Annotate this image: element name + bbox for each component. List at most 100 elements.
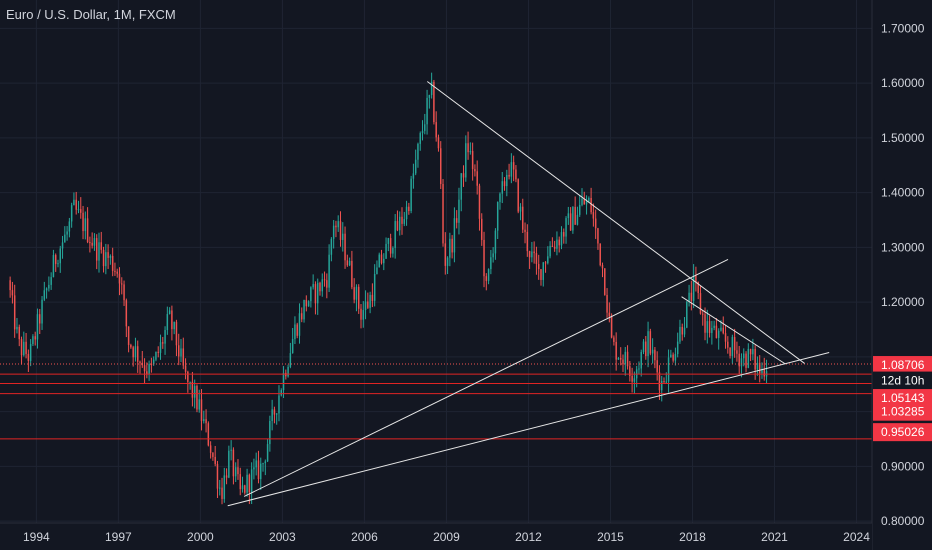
- candle-body: [535, 253, 538, 265]
- y-tick-label: 0.90000: [881, 459, 925, 473]
- candle-body: [9, 280, 11, 291]
- candle-body: [109, 255, 112, 258]
- candle-body: [711, 327, 713, 333]
- candle-body: [419, 133, 421, 144]
- candle-body: [451, 238, 453, 253]
- candle-body: [524, 229, 526, 232]
- candle-body: [458, 199, 460, 223]
- candle-body: [410, 178, 412, 212]
- candle-body: [118, 273, 121, 284]
- candle-body: [508, 174, 510, 177]
- candle-body: [738, 353, 740, 367]
- y-tick-label: 1.30000: [881, 240, 925, 254]
- candle-body: [604, 268, 606, 295]
- candle-body: [232, 449, 235, 477]
- candle-body: [619, 357, 622, 360]
- candle-body: [105, 252, 107, 267]
- candle-body: [686, 301, 688, 328]
- candle-body: [316, 282, 319, 304]
- candle-body: [515, 169, 517, 180]
- candle-body: [740, 358, 743, 367]
- x-tick-label: 2012: [515, 530, 542, 544]
- candle-body: [134, 346, 137, 358]
- candle-body: [50, 277, 52, 285]
- candle-body: [139, 361, 141, 363]
- candle-body: [720, 327, 722, 331]
- candle-body: [517, 179, 519, 212]
- candle-body: [312, 284, 314, 288]
- candle-body: [20, 339, 23, 356]
- candle-body: [613, 337, 615, 342]
- candle-body: [490, 257, 492, 270]
- candle-body: [442, 183, 444, 244]
- candle-body: [148, 364, 150, 375]
- candle-body: [763, 368, 766, 377]
- candle-body: [405, 206, 408, 220]
- candle-body: [408, 206, 410, 212]
- price-badge-background: [873, 356, 932, 375]
- candle-body: [585, 201, 588, 205]
- candle-body: [182, 348, 185, 366]
- candle-body: [556, 239, 558, 249]
- candle-body: [702, 313, 704, 315]
- candle-body: [567, 213, 570, 219]
- candle-body: [663, 381, 665, 383]
- trendline[interactable]: [243, 258, 729, 497]
- candle-body: [660, 381, 663, 391]
- trendline[interactable]: [227, 352, 830, 507]
- candle-body: [647, 331, 649, 357]
- candle-body: [608, 312, 611, 317]
- trendline[interactable]: [681, 296, 786, 365]
- candle-body: [398, 216, 401, 231]
- candle-body: [569, 213, 572, 231]
- x-tick-label: 2000: [187, 530, 214, 544]
- price-axis[interactable]: 1.70000 1.60000 1.50000 1.40000 1.30000 1.200…: [881, 21, 925, 528]
- candle-body: [761, 368, 763, 374]
- candle-body: [152, 359, 155, 365]
- candle-body: [116, 271, 118, 274]
- candle-body: [216, 463, 219, 489]
- candle-body: [622, 359, 624, 365]
- candle-body: [32, 336, 34, 345]
- candle-body: [264, 461, 267, 464]
- candle-body: [658, 372, 661, 391]
- candle-body: [421, 130, 424, 134]
- candle-body: [196, 385, 198, 410]
- candle-body: [469, 151, 472, 153]
- candle-body: [332, 225, 335, 239]
- candle-body: [531, 251, 533, 258]
- trendline[interactable]: [426, 81, 805, 364]
- time-axis[interactable]: 1994 1997 2000 2003 2006 2009 2012 2015 2018 2021…: [23, 530, 870, 544]
- y-tick-label: 1.60000: [881, 76, 925, 90]
- candle-body: [487, 269, 490, 281]
- candle-body: [553, 246, 556, 249]
- candle-body: [367, 301, 369, 308]
- candle-body: [253, 467, 255, 470]
- candle-body: [540, 269, 542, 280]
- price-badge-label: 1.08706: [881, 358, 925, 372]
- candle-body: [121, 283, 123, 285]
- candle-body: [209, 445, 212, 453]
- candle-body: [136, 346, 139, 362]
- candle-body: [68, 221, 71, 232]
- candle-body: [563, 232, 565, 237]
- candle-body: [48, 284, 50, 289]
- candle-body: [330, 238, 333, 255]
- candle-body: [697, 282, 699, 294]
- candle-body: [91, 242, 93, 246]
- candle-body: [426, 97, 428, 125]
- x-tick-label: 2024: [843, 530, 870, 544]
- candle-body: [280, 390, 282, 396]
- candle-body: [385, 243, 387, 259]
- candle-body: [171, 310, 173, 330]
- candle-body: [289, 353, 292, 367]
- candle-body: [708, 321, 711, 333]
- y-tick-label: 1.70000: [881, 21, 925, 35]
- candle-body: [471, 151, 474, 170]
- candle-body: [23, 341, 25, 356]
- candle-body: [376, 267, 378, 274]
- candle-body: [294, 324, 296, 340]
- candle-body: [460, 173, 462, 200]
- candle-body: [260, 463, 262, 480]
